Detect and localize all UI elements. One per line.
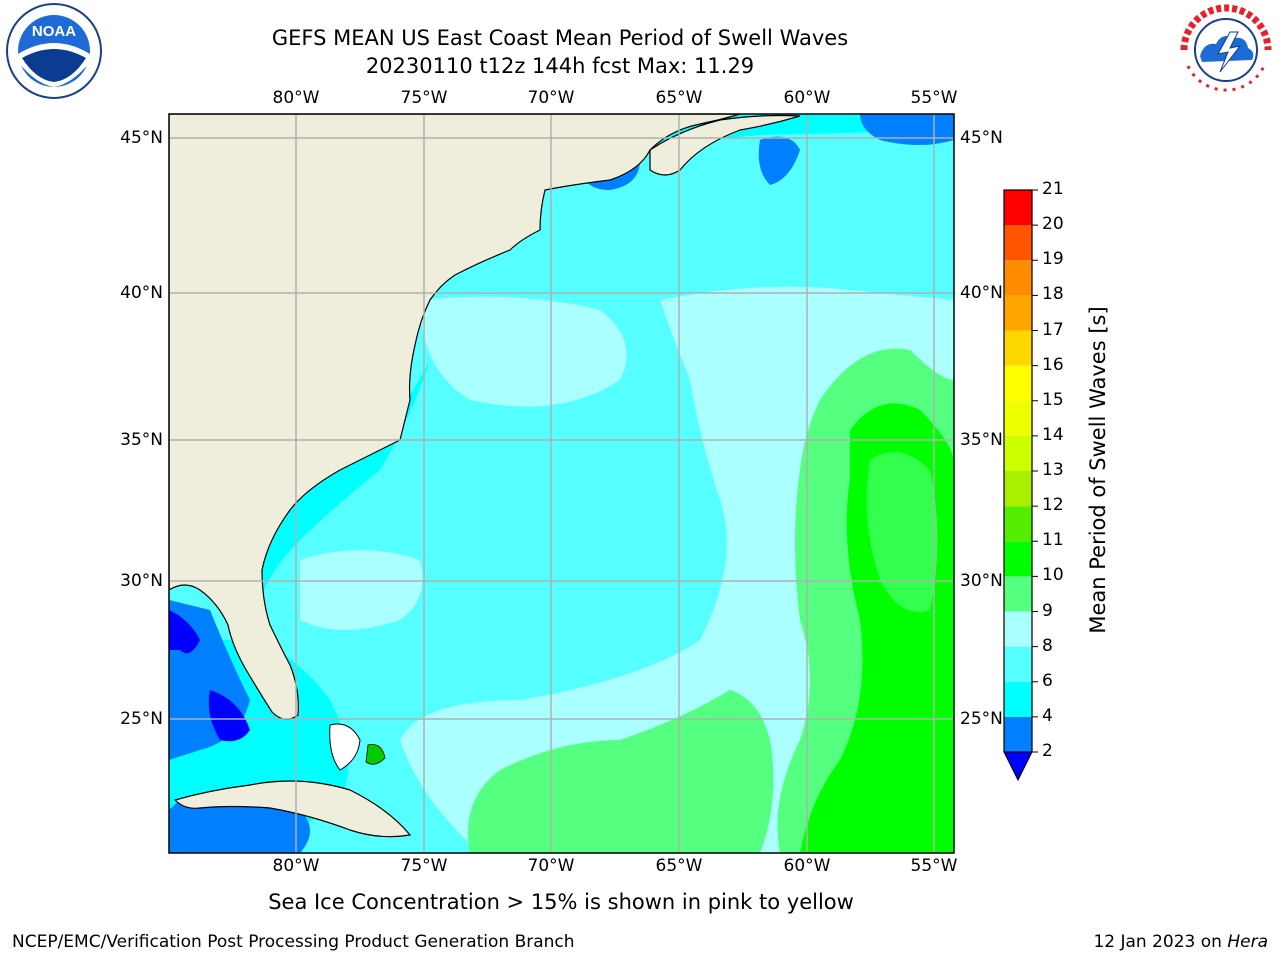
colorbar-segment [1004,681,1032,717]
noaa-logo-text: NOAA [32,23,76,40]
lat-tick-right: 40°N [960,283,1003,303]
footer-host: Hera [1227,932,1268,952]
lon-tick-top: 70°W [527,88,575,108]
colorbar-tick-label: 12 [1042,495,1064,516]
field-4-6-coast [260,360,430,600]
lat-tick-right: 45°N [960,128,1003,148]
lon-tick-top: 55°W [910,88,958,108]
colorbar-tick-label: 17 [1042,319,1064,340]
colorbar-segment [1004,330,1032,366]
lat-tick-right: 35°N [960,430,1003,450]
land-cuba [173,780,412,838]
colorbar-tick-label: 9 [1042,600,1053,621]
colorbar-tick-label: 2 [1042,741,1053,761]
land-nova-scotia [649,114,801,176]
colorbar-segment [1004,365,1032,401]
lon-tick-bottom: 70°W [527,856,575,876]
colorbar-segment [1004,225,1032,261]
colorbar-tick-label: 13 [1042,460,1064,480]
lon-tick-top: 60°W [783,88,831,108]
colorbar-segment [1004,716,1032,752]
lon-tick-bottom: 80°W [272,856,320,876]
colorbar-tick-label: 8 [1042,635,1053,656]
lat-tick-right: 30°N [960,571,1003,591]
noaa-logo-icon: NOAA [6,3,102,99]
colorbar-segment [1004,400,1032,436]
colorbar-tick-label: 19 [1042,249,1064,270]
colorbar-segment [1004,471,1032,507]
colorbar-segment [1004,260,1032,296]
colorbar-tick-label: 14 [1042,424,1064,445]
chart-title: GEFS MEAN US East Coast Mean Period of S… [271,26,849,50]
colorbar-segment [1004,576,1032,612]
lat-tick-right: 25°N [960,709,1003,729]
field-2-4-caribbean [169,796,310,853]
colorbar-label: Mean Period of Swell Waves [s] [1086,306,1110,634]
colorbar-tick-label: 15 [1042,389,1064,410]
colorbar-tick-label: 20 [1042,214,1064,235]
field-8-9-north [420,296,627,407]
colorbar-segment [1004,611,1032,647]
colorbar-tick-label: 11 [1042,530,1064,551]
colorbar-tick-label: 10 [1042,565,1064,586]
graticule [169,114,954,853]
colorbar-segment [1004,435,1032,471]
colorbar-segment [1004,541,1032,577]
lon-tick-top: 80°W [272,88,320,108]
lat-tick-left: 35°N [120,430,163,450]
field-9-10-south [468,690,774,853]
lon-tick-bottom: 65°W [655,856,703,876]
lat-tick-left: 40°N [120,283,163,303]
colorbar-under-triangle [1003,751,1033,782]
lat-tick-left: 25°N [120,709,163,729]
land-bahamas [329,723,361,771]
lon-tick-top: 75°W [400,88,448,108]
chart-subtitle: 20230110 t12z 144h fcst Max: 11.29 [365,54,755,78]
lon-tick-bottom: 75°W [400,856,448,876]
lon-tick-bottom: 60°W [783,856,831,876]
swell-field [169,114,954,853]
lon-tick-bottom: 55°W [910,856,958,876]
colorbar-tick-label: 18 [1042,284,1064,305]
colorbar-segment [1004,646,1032,682]
lat-tick-left: 30°N [120,571,163,591]
sea-ice-note: Sea Ice Concentration > 15% is shown in … [268,890,854,914]
colorbar-tick-label: 6 [1042,670,1053,691]
colorbar [1003,189,1038,782]
nws-logo-icon [1180,4,1272,96]
footer-date: 12 Jan 2023 on Hera [1093,932,1268,952]
footer-date-text: 12 Jan 2023 on [1093,932,1228,952]
field-under-2 [169,610,200,654]
field-8-9-west [300,550,423,630]
colorbar-segment [1004,190,1032,226]
colorbar-tick-label: 4 [1042,705,1053,726]
map-frame [168,113,955,854]
lon-tick-top: 65°W [655,88,703,108]
colorbar-segment [1004,506,1032,542]
colorbar-tick-label: 21 [1042,179,1064,199]
footer-credit: NCEP/EMC/Verification Post Processing Pr… [12,932,575,952]
colorbar-tick-label: 16 [1042,354,1064,375]
colorbar-segment [1004,295,1032,331]
lat-tick-left: 45°N [120,128,163,148]
